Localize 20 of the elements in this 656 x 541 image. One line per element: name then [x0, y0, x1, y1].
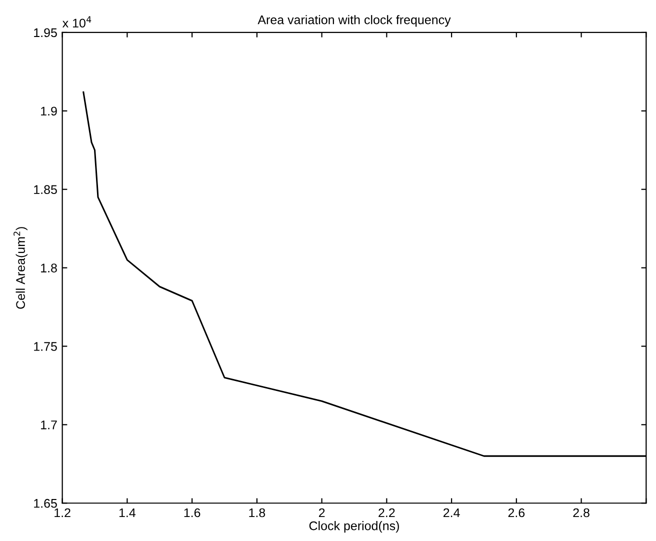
x-tick-label: 2.6 [508, 508, 525, 518]
x-tick-label: 2.4 [443, 508, 460, 518]
chart-title: Area variation with clock frequency [258, 15, 451, 27]
y-tick-label: 1.9 [41, 106, 57, 116]
x-tick-label: 2 [318, 508, 325, 518]
y-tick-label: 1.95 [34, 28, 57, 38]
y-tick-label: 1.7 [41, 420, 57, 430]
x-axis-title: Clock period(ns) [309, 521, 399, 533]
y-tick-label: 1.8 [41, 264, 57, 272]
y-axis-title: Cell Area(um$^{2}$) [14, 227, 28, 309]
x-tick-label: 1.4 [119, 508, 136, 518]
x-tick-label: 2.2 [378, 508, 395, 518]
text: x 10$^{4}$ [62, 16, 92, 28]
x-tick-label: 1.6 [184, 508, 200, 518]
x-tick-label: 1.8 [249, 508, 266, 518]
y-tick-label: 1.65 [34, 498, 57, 508]
y-tick-label: 1.85 [34, 185, 57, 194]
x-tick-label: 1.2 [54, 508, 70, 518]
x-tick-label: 2.8 [573, 508, 590, 518]
y-tick-label: 1.75 [34, 342, 57, 351]
